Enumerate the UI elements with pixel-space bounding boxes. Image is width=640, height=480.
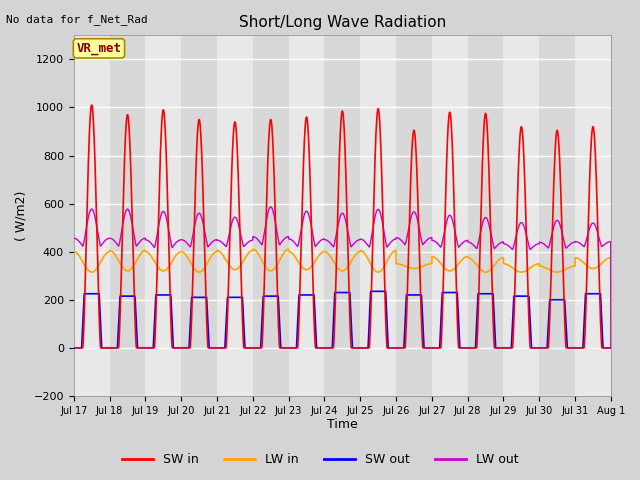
LW out <box>607 239 614 244</box>
Bar <box>540 36 575 396</box>
SW in <box>220 345 228 351</box>
LW out <box>220 241 228 247</box>
Bar <box>253 36 289 396</box>
SW in <box>395 345 403 351</box>
Bar <box>432 36 468 396</box>
SW out <box>185 345 193 351</box>
Bar <box>360 36 396 396</box>
Line: LW in: LW in <box>74 249 611 348</box>
Bar <box>289 36 324 396</box>
LW in <box>556 269 564 275</box>
LW in <box>185 257 193 263</box>
Bar <box>217 36 253 396</box>
Title: Short/Long Wave Radiation: Short/Long Wave Radiation <box>239 15 446 30</box>
LW out <box>267 204 275 210</box>
SW in <box>404 265 412 271</box>
LW out <box>556 222 564 228</box>
Line: SW out: SW out <box>74 291 611 348</box>
LW in <box>607 345 614 351</box>
LW out <box>404 228 412 234</box>
SW out <box>395 345 403 351</box>
SW in <box>556 166 564 171</box>
Text: No data for f_Net_Rad: No data for f_Net_Rad <box>6 14 148 25</box>
X-axis label: Time: Time <box>327 419 358 432</box>
LW in <box>607 255 614 261</box>
Line: LW out: LW out <box>74 207 611 348</box>
SW out <box>607 345 614 351</box>
SW in <box>70 345 77 351</box>
LW out <box>70 235 77 241</box>
Bar <box>575 36 611 396</box>
SW out <box>367 288 374 294</box>
Bar <box>74 36 109 396</box>
SW out <box>220 345 228 351</box>
LW out <box>185 242 193 248</box>
SW out <box>404 292 412 298</box>
Text: VR_met: VR_met <box>76 42 122 55</box>
LW in <box>249 246 257 252</box>
SW in <box>185 345 193 351</box>
LW out <box>607 345 614 351</box>
SW in <box>607 345 614 351</box>
Y-axis label: ( W/m2): ( W/m2) <box>15 191 28 241</box>
LW in <box>404 264 412 270</box>
Bar <box>504 36 540 396</box>
Bar <box>396 36 432 396</box>
SW out <box>556 297 564 302</box>
Line: SW in: SW in <box>74 105 611 348</box>
SW out <box>70 345 77 351</box>
LW in <box>70 249 77 254</box>
Bar <box>145 36 181 396</box>
Bar <box>324 36 360 396</box>
Bar <box>468 36 504 396</box>
LW out <box>395 236 403 241</box>
SW in <box>607 345 614 351</box>
LW in <box>395 261 403 267</box>
LW in <box>220 253 228 259</box>
SW in <box>88 102 95 108</box>
Bar <box>181 36 217 396</box>
Bar <box>109 36 145 396</box>
Legend: SW in, LW in, SW out, LW out: SW in, LW in, SW out, LW out <box>116 448 524 471</box>
SW out <box>607 345 614 351</box>
